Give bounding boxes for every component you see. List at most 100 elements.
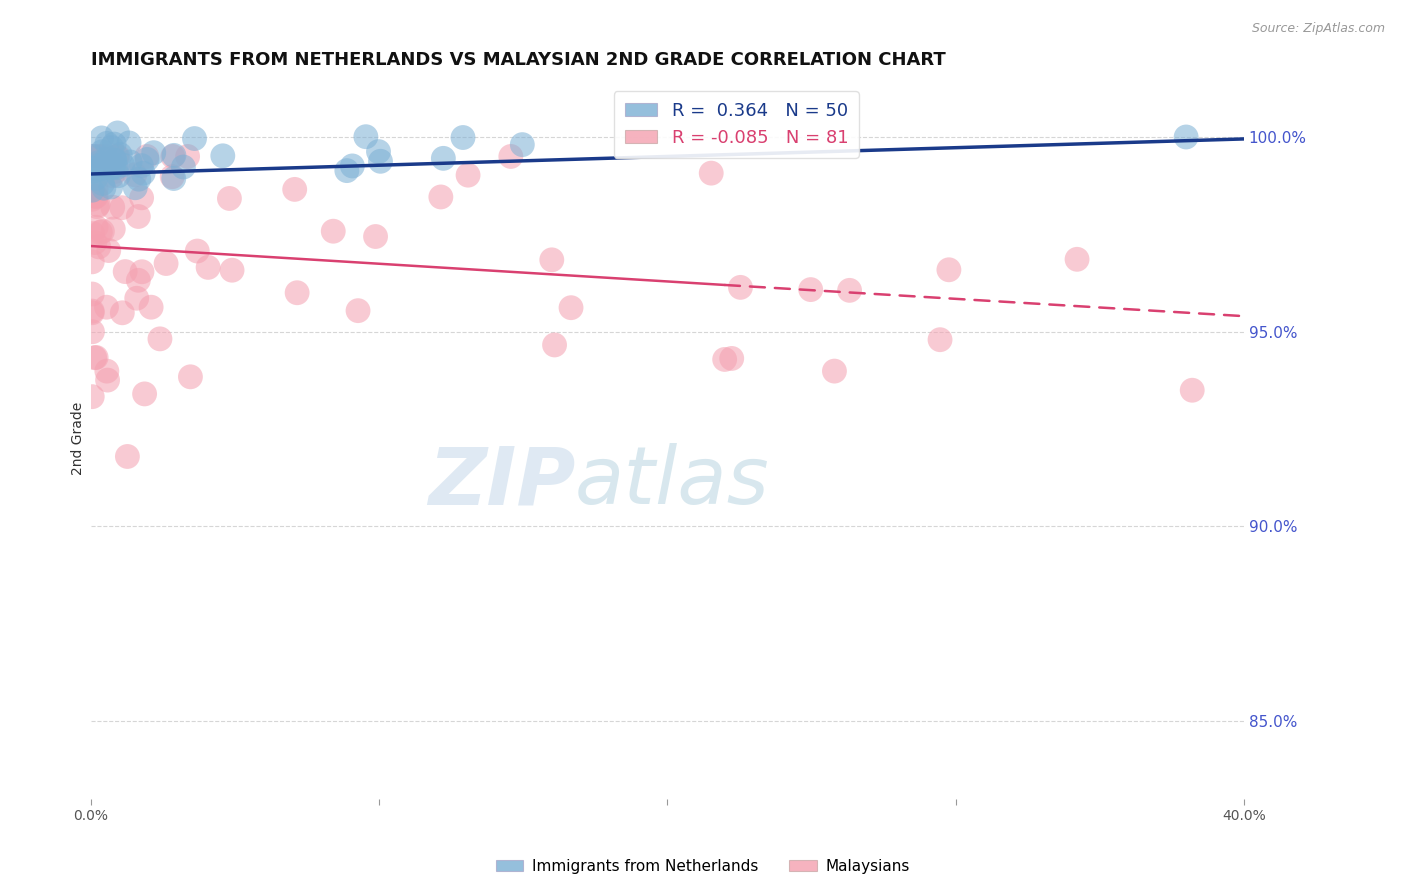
Point xyxy=(111,201,134,215)
Point xyxy=(120,155,142,169)
Point xyxy=(929,333,952,347)
Point xyxy=(823,364,845,378)
Point xyxy=(101,161,124,175)
Point xyxy=(100,140,122,154)
Point xyxy=(162,149,184,163)
Text: ZIP: ZIP xyxy=(427,443,575,521)
Point xyxy=(131,265,153,279)
Point xyxy=(179,369,201,384)
Point xyxy=(83,149,105,163)
Point xyxy=(97,373,120,387)
Point xyxy=(364,229,387,244)
Point xyxy=(183,131,205,145)
Point xyxy=(211,149,233,163)
Point xyxy=(91,145,114,159)
Point xyxy=(336,163,359,178)
Point xyxy=(432,152,454,166)
Point xyxy=(111,306,134,320)
Point xyxy=(82,390,104,404)
Point xyxy=(96,300,118,314)
Point xyxy=(160,169,183,184)
Point xyxy=(82,164,104,178)
Point xyxy=(430,190,453,204)
Point xyxy=(96,364,118,378)
Point xyxy=(84,189,107,203)
Point xyxy=(84,182,107,196)
Point xyxy=(87,158,110,172)
Point xyxy=(84,189,107,203)
Point xyxy=(540,252,562,267)
Point xyxy=(285,285,308,300)
Point xyxy=(93,181,115,195)
Point xyxy=(560,301,582,315)
Point xyxy=(91,177,114,191)
Point xyxy=(127,210,149,224)
Point xyxy=(163,148,186,162)
Point xyxy=(105,161,128,175)
Point xyxy=(83,351,105,365)
Text: Source: ZipAtlas.com: Source: ZipAtlas.com xyxy=(1251,22,1385,36)
Point xyxy=(97,244,120,258)
Text: IMMIGRANTS FROM NETHERLANDS VS MALAYSIAN 2ND GRADE CORRELATION CHART: IMMIGRANTS FROM NETHERLANDS VS MALAYSIAN… xyxy=(91,51,946,69)
Text: atlas: atlas xyxy=(575,443,770,521)
Point xyxy=(84,220,107,235)
Point xyxy=(83,235,105,250)
Point xyxy=(284,182,307,196)
Point xyxy=(131,191,153,205)
Y-axis label: 2nd Grade: 2nd Grade xyxy=(72,402,86,475)
Point xyxy=(451,130,474,145)
Point xyxy=(124,168,146,182)
Point xyxy=(197,260,219,275)
Point xyxy=(100,180,122,194)
Point xyxy=(938,262,960,277)
Point xyxy=(90,131,112,145)
Point xyxy=(82,149,104,163)
Point xyxy=(86,200,108,214)
Point xyxy=(510,137,533,152)
Point xyxy=(84,157,107,171)
Point xyxy=(128,172,150,186)
Point xyxy=(96,153,118,167)
Point xyxy=(176,149,198,163)
Point xyxy=(713,352,735,367)
Point xyxy=(800,283,823,297)
Point xyxy=(91,224,114,238)
Point xyxy=(367,145,389,159)
Point xyxy=(82,304,104,318)
Point xyxy=(132,166,155,180)
Point xyxy=(149,332,172,346)
Point xyxy=(93,149,115,163)
Point xyxy=(700,166,723,180)
Point xyxy=(838,284,860,298)
Point xyxy=(218,191,240,205)
Point xyxy=(125,291,148,305)
Legend: Immigrants from Netherlands, Malaysians: Immigrants from Netherlands, Malaysians xyxy=(489,853,917,880)
Point xyxy=(96,136,118,151)
Point xyxy=(103,160,125,174)
Point xyxy=(87,155,110,169)
Point xyxy=(104,164,127,178)
Point xyxy=(103,137,125,152)
Point xyxy=(89,162,111,177)
Point xyxy=(82,183,104,197)
Point xyxy=(134,387,156,401)
Point xyxy=(1181,383,1204,397)
Point xyxy=(142,145,165,160)
Point xyxy=(720,351,742,366)
Point xyxy=(117,450,139,464)
Point xyxy=(82,325,104,339)
Point xyxy=(108,147,131,161)
Point xyxy=(730,280,752,294)
Point xyxy=(82,306,104,320)
Point xyxy=(84,351,107,365)
Point xyxy=(103,151,125,165)
Point xyxy=(354,129,377,144)
Point xyxy=(342,159,364,173)
Point xyxy=(89,225,111,239)
Point xyxy=(105,149,128,163)
Point xyxy=(101,200,124,214)
Point xyxy=(82,161,104,176)
Point xyxy=(96,159,118,173)
Point xyxy=(370,154,392,169)
Point xyxy=(103,222,125,236)
